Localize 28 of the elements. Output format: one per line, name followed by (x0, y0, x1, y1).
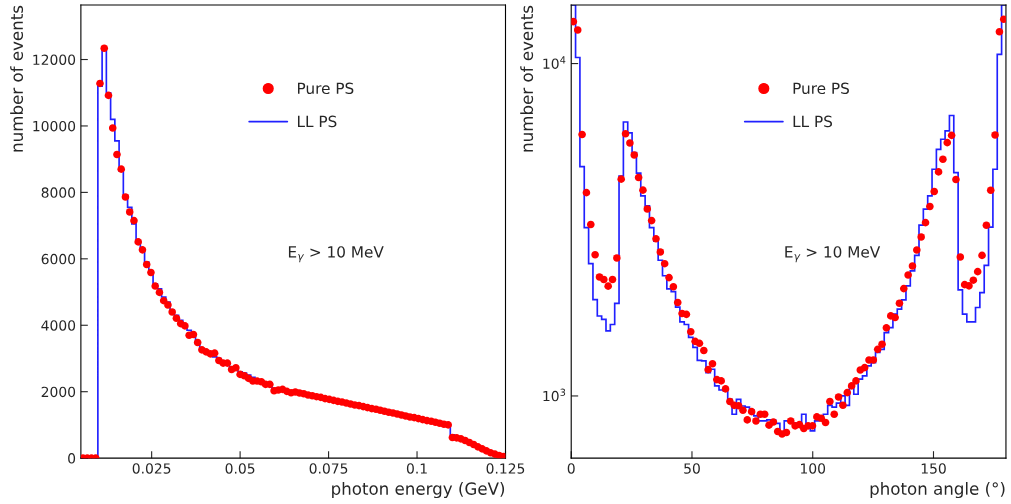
legend-label: Pure PS (793, 82, 849, 95)
x-tick-label: 0.075 (309, 463, 348, 474)
y-tick-label: 12000 (33, 54, 76, 65)
annotation: E$_{γ}$ > 10 MeV (785, 246, 881, 263)
y-tick-label: 0 (68, 453, 76, 464)
x-tick-label: 150 (921, 463, 946, 474)
annotation: E$_{γ}$ > 10 MeV (288, 246, 384, 263)
y-axis-title: number of events (10, 5, 24, 152)
legend-label: Pure PS (298, 82, 354, 95)
x-tick-label: 0.025 (132, 463, 171, 474)
x-tick-label: 0.05 (225, 463, 255, 474)
x-axis-title: photon angle (°) (870, 481, 1005, 499)
legend-label: LL PS (793, 115, 833, 128)
y-tick-label: 6000 (41, 253, 76, 265)
x-tick-label: 0.1 (406, 463, 427, 474)
x-tick-label: 50 (684, 463, 700, 474)
legend-label: LL PS (298, 115, 337, 128)
x-tick-label: 0.125 (486, 463, 525, 474)
y-tick-label: 4000 (41, 320, 76, 331)
x-tick-label: 100 (801, 463, 826, 474)
y-tick-label: 8000 (41, 187, 76, 198)
y-tick-label: 2000 (41, 386, 76, 398)
x-axis-title: photon energy (GeV) (332, 481, 505, 499)
y-tick-label: 10$^{3}$ (543, 388, 566, 402)
y-tick-label: 10$^{4}$ (543, 56, 566, 69)
x-tick-label: 0 (567, 463, 575, 474)
y-tick-label: 10000 (33, 120, 76, 132)
y-axis-title: number of events (520, 5, 534, 152)
